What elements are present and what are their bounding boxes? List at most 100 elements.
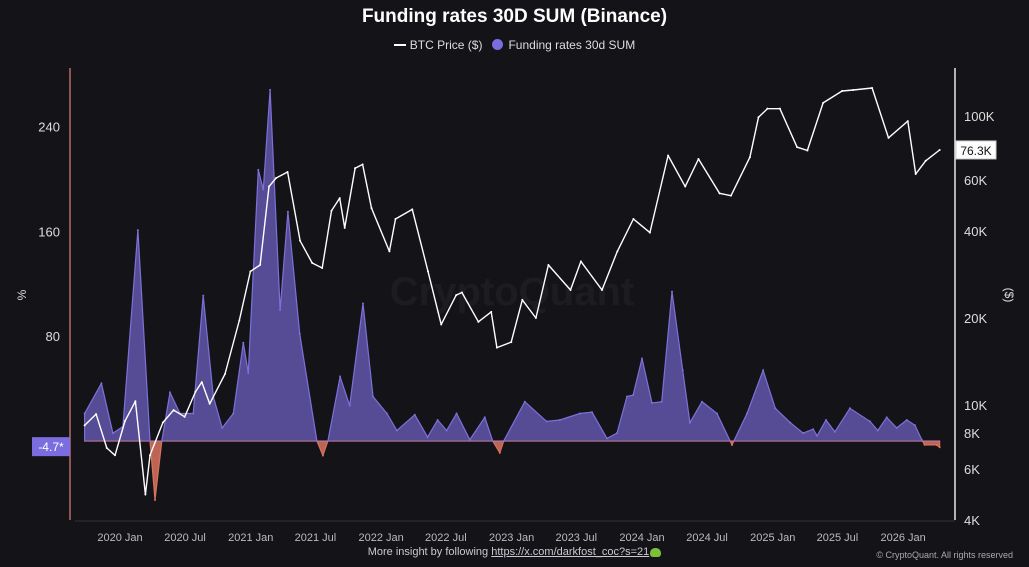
funding-point <box>920 438 923 441</box>
btc-price-point <box>134 400 137 403</box>
btc-price-point <box>194 390 197 393</box>
funding-point <box>825 419 828 422</box>
btc-price-point <box>238 319 241 322</box>
footer-link[interactable]: https://x.com/darkfost_coc?s=21 <box>491 546 650 558</box>
funding-point <box>632 394 635 397</box>
funding-point <box>716 412 719 415</box>
funding-point <box>905 419 908 422</box>
funding-point <box>445 429 448 432</box>
btc-price-point <box>411 208 414 211</box>
funding-point <box>895 426 898 429</box>
funding-point <box>169 391 172 394</box>
x-tick-label: 2026 Jan <box>881 532 926 544</box>
x-tick-label: 2021 Jan <box>228 532 273 544</box>
funding-point <box>149 440 152 442</box>
btc-price-point <box>632 218 635 221</box>
btc-price-point <box>729 194 732 197</box>
funding-current-badge <box>32 437 70 457</box>
price-current-label: 76.3K <box>960 144 991 158</box>
right-tick-label: 4K <box>964 513 980 528</box>
footer: More insight by following https://x.com/… <box>0 546 1029 558</box>
btc-price-point <box>569 288 572 291</box>
x-tick-label: 2024 Jul <box>686 532 728 544</box>
btc-price-point <box>521 298 524 301</box>
price-current-badge <box>955 140 997 160</box>
btc-price-point <box>275 177 278 180</box>
btc-price-point <box>361 163 364 166</box>
left-tick-label: 80 <box>46 329 60 344</box>
funding-point <box>774 407 777 410</box>
btc-price-point <box>887 136 890 139</box>
funding-point <box>885 416 888 419</box>
funding-point <box>468 438 471 441</box>
funding-point <box>111 432 114 435</box>
btc-price-point <box>806 149 809 152</box>
btc-price-point <box>299 239 302 242</box>
funding-point <box>660 400 663 403</box>
btc-price-point <box>394 218 397 221</box>
funding-point <box>578 412 581 415</box>
funding-point <box>701 400 704 403</box>
btc-price-point <box>224 373 227 376</box>
funding-point <box>371 395 374 398</box>
btc-price-point <box>667 154 670 157</box>
btc-price-point <box>852 89 855 92</box>
funding-point <box>221 426 224 429</box>
left-tick-label: 240 <box>38 120 60 135</box>
btc-price-point <box>343 226 346 229</box>
funding-point <box>938 446 941 449</box>
right-tick-label: 8K <box>964 426 980 441</box>
funding-point <box>232 412 235 415</box>
frog-icon <box>650 547 662 557</box>
btc-price-point <box>286 171 289 174</box>
btc-price-point <box>477 320 480 323</box>
legend-price-label[interactable]: BTC Price ($) <box>409 37 483 52</box>
funding-point <box>625 395 628 398</box>
btc-price-point <box>338 197 341 200</box>
funding-point <box>262 188 265 191</box>
btc-price-point <box>796 146 799 149</box>
funding-point <box>812 428 815 431</box>
funding-point <box>247 371 250 374</box>
btc-price-point <box>113 454 116 457</box>
btc-price-point <box>906 120 909 123</box>
funding-point <box>192 412 195 415</box>
funding-point <box>502 440 505 442</box>
legend-funding-label[interactable]: Funding rates 30d SUM <box>508 37 636 52</box>
btc-price-point <box>440 323 443 326</box>
left-axis-title: % <box>15 289 29 300</box>
funding-point <box>455 412 458 415</box>
btc-price-point <box>616 250 619 253</box>
funding-point <box>242 341 245 344</box>
funding-point <box>789 421 792 424</box>
funding-point <box>816 434 819 437</box>
btc-price-point <box>778 107 781 110</box>
funding-point <box>348 404 351 407</box>
funding-point <box>436 419 439 422</box>
btc-price-point <box>208 402 211 405</box>
funding-point <box>426 436 429 439</box>
btc-price-point <box>330 209 333 212</box>
btc-price-point <box>354 167 357 170</box>
x-tick-label: 2024 Jan <box>619 532 664 544</box>
funding-point <box>848 407 851 410</box>
btc-price-point <box>161 421 164 424</box>
x-tick-label: 2023 Jan <box>489 532 534 544</box>
funding-point <box>385 412 388 415</box>
funding-point <box>315 440 318 442</box>
btc-price-point <box>321 266 324 269</box>
funding-point <box>641 357 643 360</box>
funding-point <box>935 443 938 446</box>
funding-point <box>731 443 734 446</box>
btc-price-point <box>684 185 687 188</box>
x-tick-label: 2022 Jan <box>359 532 404 544</box>
funding-point <box>286 210 289 213</box>
funding-point <box>876 429 879 432</box>
copyright: © CryptoQuant. All rights reserved <box>876 550 1013 560</box>
funding-point <box>395 429 398 432</box>
btc-price-point <box>95 413 98 416</box>
funding-point <box>762 369 765 372</box>
x-tick-label: 2025 Jan <box>750 532 795 544</box>
funding-point <box>491 440 494 442</box>
btc-price-point <box>600 288 603 291</box>
